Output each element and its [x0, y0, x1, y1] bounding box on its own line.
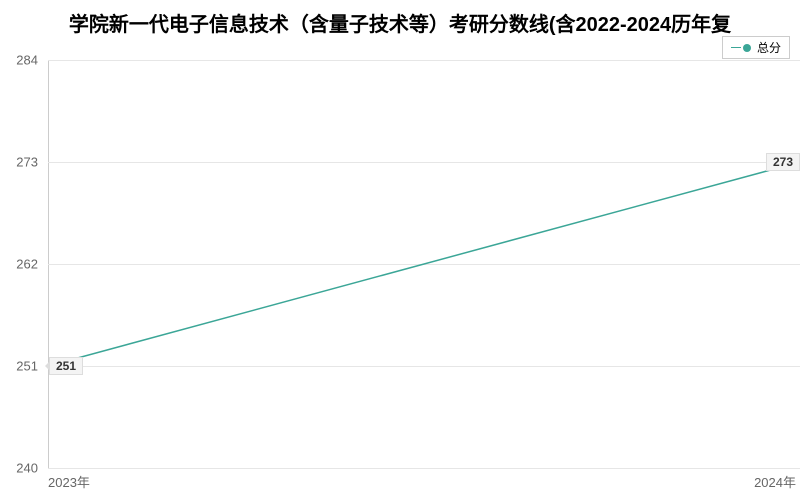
y-tick-label: 251	[16, 359, 38, 374]
y-tick-label: 240	[16, 461, 38, 476]
legend: 总分	[722, 36, 790, 59]
legend-line	[731, 47, 741, 49]
x-tick-label: 2023年	[48, 472, 90, 491]
chart-area: 240251262273284 2023年2024年 251273	[0, 60, 800, 500]
chart-title: 学院新一代电子信息技术（含量子技术等）考研分数线(含2022-2024历年复	[69, 8, 731, 37]
data-label: 273	[766, 153, 800, 171]
data-label: 251	[49, 357, 83, 375]
x-tick-label: 2024年	[754, 472, 796, 491]
y-tick-label: 262	[16, 257, 38, 272]
y-tick-label: 273	[16, 155, 38, 170]
y-tick-label: 284	[16, 53, 38, 68]
legend-label: 总分	[757, 39, 781, 56]
line-series	[48, 60, 800, 468]
grid-line	[48, 468, 800, 469]
legend-marker	[743, 44, 751, 52]
